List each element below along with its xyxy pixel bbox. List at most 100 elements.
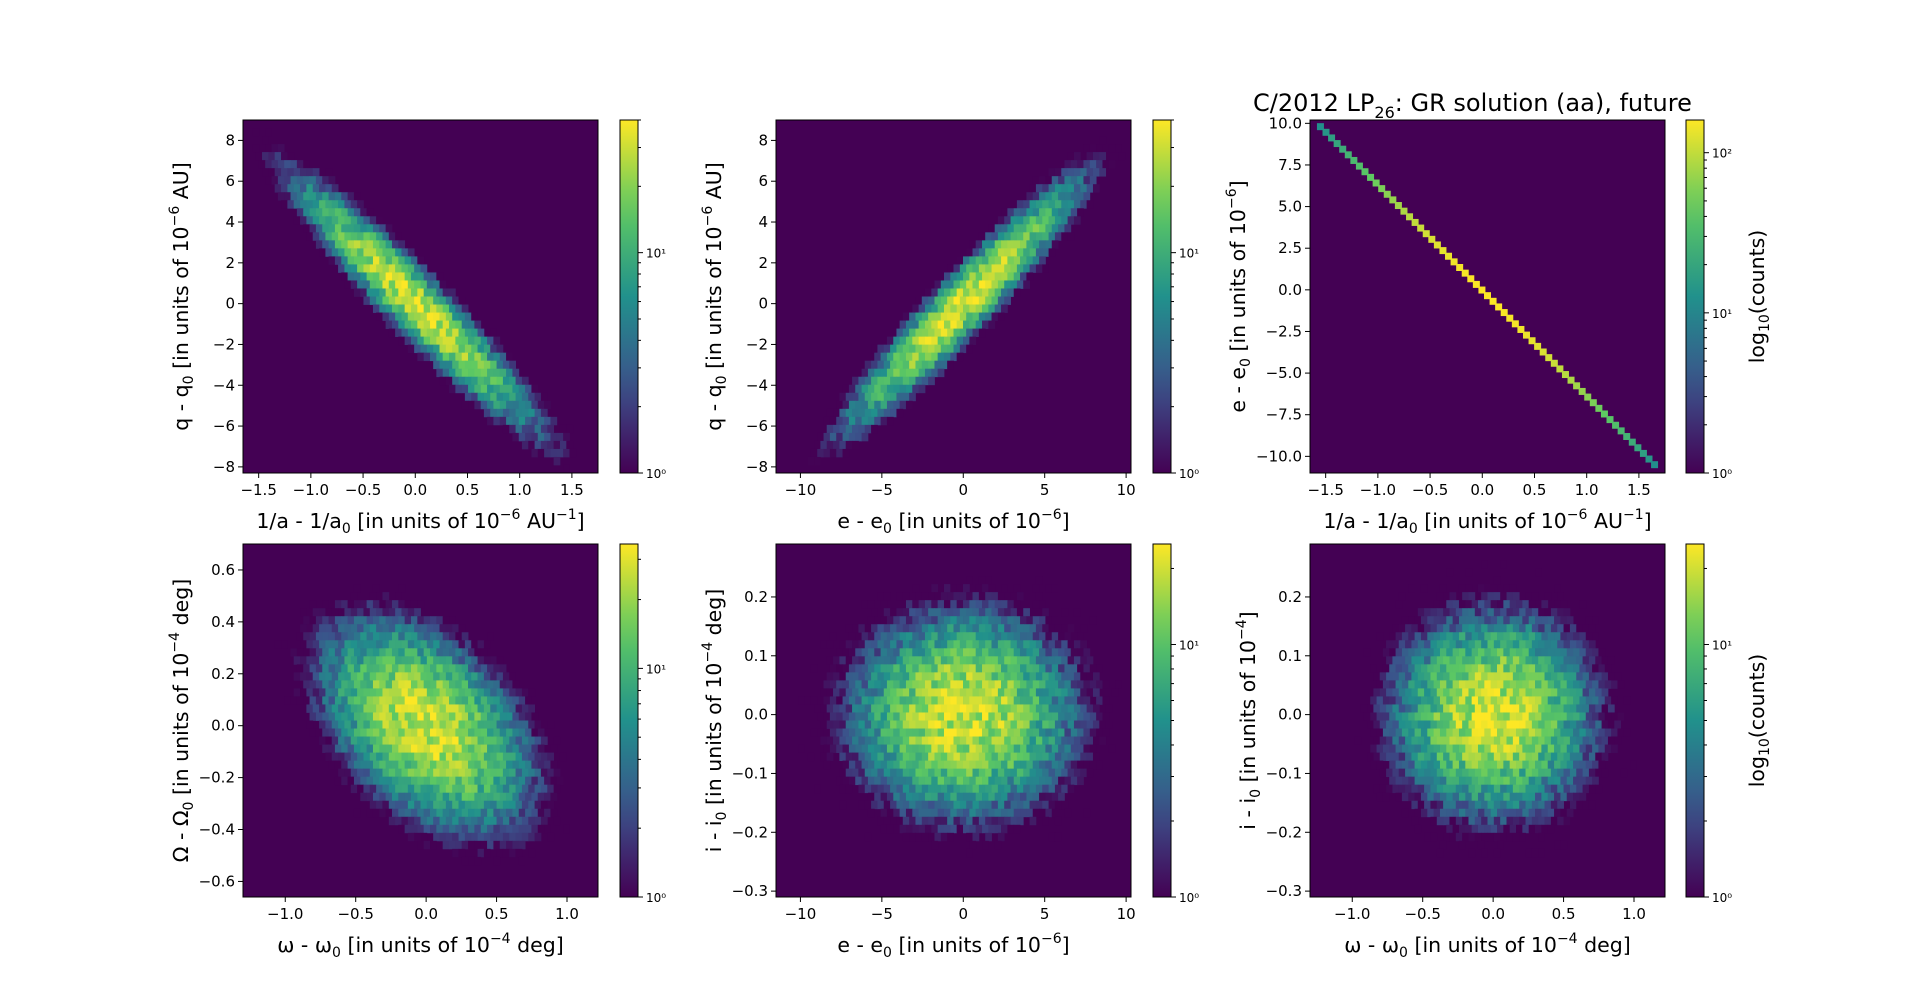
hexbin-cell <box>496 408 504 418</box>
hexbin-cell <box>528 736 536 745</box>
hexbin-cell <box>1617 712 1625 721</box>
hexbin-cell <box>1373 688 1381 697</box>
hexbin-cell <box>493 792 501 802</box>
hexbin-cell <box>464 752 472 762</box>
hexbin-cell <box>963 648 970 657</box>
hexbin-cell <box>1023 280 1030 289</box>
hexbin-cell <box>1436 736 1444 745</box>
hexbin-cell <box>1048 168 1056 177</box>
hexbin-cell <box>382 704 390 713</box>
hexbin-cell <box>1547 632 1555 641</box>
hexbin-cell <box>372 272 380 281</box>
hexbin-cell <box>461 384 469 394</box>
hexbin-cell <box>331 640 339 649</box>
hexbin-cell <box>975 272 983 281</box>
hexbin-cell <box>1484 680 1492 689</box>
hexbin-cell <box>883 376 891 386</box>
hexbin-cell <box>1557 816 1564 826</box>
hexbin-cell <box>1588 640 1596 649</box>
hexbin-cell <box>1424 752 1431 762</box>
hexbin-cell <box>306 232 314 241</box>
hexbin-cell <box>1576 768 1583 778</box>
hexbin-cell <box>1427 728 1435 737</box>
hexbin-cell <box>296 176 304 185</box>
hexbin-cell <box>950 696 958 705</box>
hexbin-cell <box>940 280 948 289</box>
hexbin-cell <box>855 728 862 737</box>
hexbin-cell <box>315 632 323 641</box>
hexbin-cell <box>978 720 986 729</box>
hexbin-cell <box>899 696 907 705</box>
hexbin-cell <box>385 696 393 705</box>
hexbin-cell <box>1032 728 1040 737</box>
hexbin-cell <box>445 376 453 386</box>
hexbin-cell <box>1004 656 1011 665</box>
hexbin-cell <box>909 656 916 665</box>
x-tick-label: −0.5 <box>1404 905 1440 923</box>
hexbin-cell <box>905 680 913 689</box>
hexbin-cell <box>845 424 853 434</box>
hexbin-cell <box>1023 800 1030 810</box>
hexbin-cell <box>991 608 999 617</box>
hexbin-cell <box>360 792 368 802</box>
hexbin-cell <box>1370 696 1377 705</box>
hexbin-cell <box>382 688 390 697</box>
hexbin-cell <box>417 792 425 802</box>
hexbin-cell <box>455 384 463 394</box>
hexbin-cell <box>1471 712 1479 721</box>
hexbin-cell <box>915 376 923 386</box>
hexbin-cell <box>445 312 453 321</box>
hexbin-cell <box>928 784 935 794</box>
hexbin-cell <box>407 248 415 257</box>
hexbin-cell <box>1538 800 1545 810</box>
hexbin-cell <box>858 672 866 681</box>
hexbin-cell <box>350 216 358 225</box>
hexbin-cell <box>445 832 453 842</box>
hexbin-cell <box>319 640 326 649</box>
hexbin-cell <box>1509 600 1517 609</box>
hexbin-cell <box>912 584 920 593</box>
hexbin-cell <box>1506 752 1514 762</box>
hexbin-cell <box>353 272 361 281</box>
hexbin-cell <box>366 760 374 770</box>
hexbin-cell <box>483 720 491 729</box>
x-tick-label: 0.5 <box>456 481 480 499</box>
hexbin-cell <box>1500 752 1507 762</box>
hexbin-cell <box>452 640 459 649</box>
hexbin-cell <box>404 696 412 705</box>
hexbin-cell <box>829 728 837 737</box>
hexbin-cell <box>474 384 482 394</box>
hexbin-cell <box>1420 680 1428 689</box>
hexbin-cell <box>483 736 491 745</box>
hexbin-cell <box>487 728 494 737</box>
hexbin-cell <box>430 840 437 850</box>
hexbin-cell <box>417 680 425 689</box>
hexbin-cell <box>1004 672 1011 681</box>
hexbin-cell <box>1073 752 1081 762</box>
hexbin-cell <box>953 816 961 826</box>
hexbin-cell <box>496 688 504 697</box>
hexbin-cell <box>398 256 406 265</box>
hexbin-cell <box>449 792 456 802</box>
hexbin-cell <box>506 840 513 850</box>
hexbin-cell <box>836 744 843 753</box>
hexbin-cell <box>442 304 450 313</box>
hexbin-cell <box>1086 152 1094 161</box>
hexbin-cell <box>1398 720 1406 729</box>
hexbin-cell <box>353 680 361 689</box>
hexbin-cell <box>1089 744 1097 753</box>
hexbin-cell <box>915 656 923 665</box>
hexbin-cell <box>325 720 333 729</box>
hexbin-cell <box>1026 664 1034 673</box>
hexbin-cell <box>363 720 371 729</box>
hexbin-cell <box>1493 576 1501 585</box>
hexbin-cell <box>909 704 916 713</box>
hexbin-cell <box>1411 704 1419 713</box>
hexbin-cell <box>1010 232 1018 241</box>
hexbin-cell <box>404 288 412 297</box>
hexbin-cell <box>1484 648 1492 657</box>
hexbin-cell <box>1554 728 1561 737</box>
y-tick-label: 0.2 <box>211 665 235 683</box>
hexbin-cell <box>912 744 920 753</box>
hexbin-cell <box>1554 680 1561 689</box>
